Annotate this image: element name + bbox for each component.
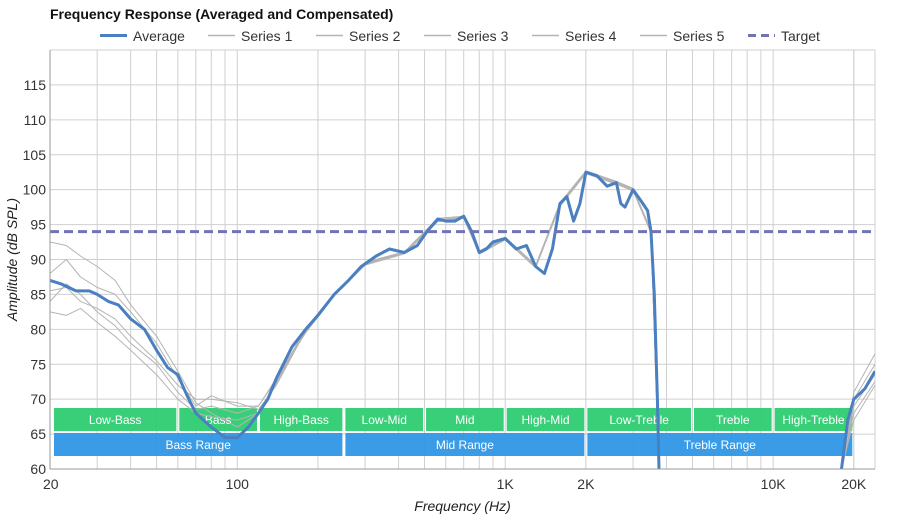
band-high-bass <box>259 408 343 431</box>
band-label: High-Treble <box>782 413 845 427</box>
series-line-series-5-tail <box>841 384 875 469</box>
y-tick-label: 85 <box>30 286 46 302</box>
axes: 60 65 70 75 80 85 90 95 100 105 110 115 20 100 1K 2K 10K… <box>4 50 875 514</box>
band-treble <box>693 408 772 431</box>
band-treble-range <box>587 433 853 456</box>
band-label: Mid <box>455 413 474 427</box>
band-label: Treble Range <box>684 438 757 452</box>
x-tick-label: 20K <box>841 476 867 492</box>
band-high-treble <box>774 408 853 431</box>
y-tick-label: 100 <box>23 182 47 198</box>
series-line-average-tail <box>840 370 875 469</box>
y-tick-label: 65 <box>30 426 46 442</box>
y-tick-label: 70 <box>30 391 46 407</box>
x-axis-title: Frequency (Hz) <box>414 498 510 514</box>
band-high-mid <box>506 408 585 431</box>
band-label: Low-Treble <box>609 413 669 427</box>
y-tick-label: 115 <box>24 77 47 93</box>
y-tick-label: 75 <box>30 356 46 372</box>
x-tick-label: 100 <box>226 476 250 492</box>
legend-label-series-5[interactable]: Series 5 <box>673 28 725 44</box>
legend-label-series-4[interactable]: Series 4 <box>565 28 617 44</box>
band-label: Low-Mid <box>362 413 407 427</box>
legend-label-series-1[interactable]: Series 1 <box>241 28 293 44</box>
x-tick-label: 2K <box>577 476 595 492</box>
grid <box>49 49 876 470</box>
y-tick-label: 95 <box>30 217 46 233</box>
legend-label-series-2[interactable]: Series 2 <box>349 28 401 44</box>
band-mid <box>426 408 504 431</box>
band-low-bass <box>54 408 177 431</box>
band-low-mid <box>345 408 424 431</box>
y-tick-label: 60 <box>30 461 46 477</box>
legend-label-average[interactable]: Average <box>133 28 185 44</box>
y-tick-label: 110 <box>24 112 47 128</box>
legend-label-series-3[interactable]: Series 3 <box>457 28 509 44</box>
legend-label-target[interactable]: Target <box>781 28 820 44</box>
band-label: Treble <box>716 413 750 427</box>
y-tick-label: 90 <box>30 252 46 268</box>
band-label: Mid Range <box>436 438 494 452</box>
y-tick-label: 105 <box>23 147 47 163</box>
series-line-series-4-tail <box>841 381 875 469</box>
band-label: High-Mid <box>522 413 570 427</box>
band-mid-range <box>345 433 585 456</box>
y-tick-label: 80 <box>30 321 46 337</box>
band-label: High-Bass <box>274 413 329 427</box>
series-line-average <box>50 170 661 469</box>
band-label: Low-Bass <box>89 413 142 427</box>
x-tick-label: 10K <box>761 476 787 492</box>
band-low-treble <box>587 408 691 431</box>
series-lines <box>50 170 875 469</box>
frequency-bands: Low-Bass Bass High-Bass Low-Mid Mid High-Mid L… <box>54 408 853 456</box>
chart-title: Frequency Response (Averaged and Compens… <box>50 6 394 22</box>
y-axis-title: Amplitude (dB SPL) <box>4 198 20 322</box>
legend: Average Series 1 Series 2 Series 3 Series 4 S… <box>100 28 820 44</box>
band-bass-range <box>54 433 343 456</box>
band-label: Bass Range <box>166 438 232 452</box>
x-tick-label: 20 <box>43 476 59 492</box>
x-tick-label: 1K <box>497 476 515 492</box>
